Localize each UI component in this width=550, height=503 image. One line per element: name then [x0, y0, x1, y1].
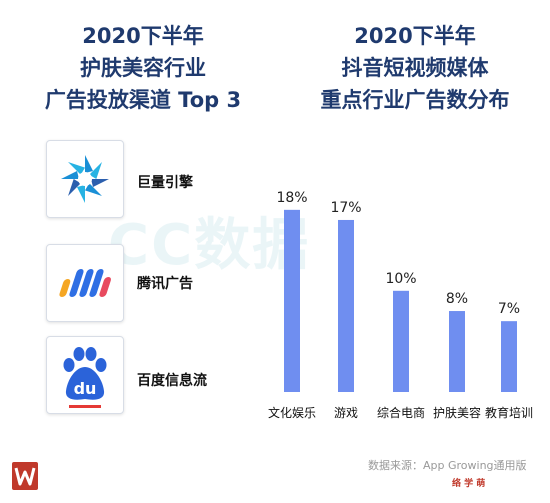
category-label-5: 教育培训 — [485, 405, 533, 420]
right-title-line-3: 重点行业广告数分布 — [320, 88, 510, 112]
category-label-4: 护肤美容 — [433, 405, 481, 420]
right-title-line-2: 抖音短视频媒体 — [341, 56, 489, 80]
data-label-4: 8% — [446, 291, 468, 307]
bar-chart: 18% 文化娱乐 17% 游戏 10% 综合电商 8% 护肤美容 7% 教育培训 — [268, 190, 533, 420]
category-label-1: 文化娱乐 — [268, 405, 316, 420]
left-title-line-3: 广告投放渠道 Top 3 — [44, 88, 242, 112]
svg-text:du: du — [74, 379, 97, 398]
channel-logo-box-3: du — [46, 336, 124, 414]
data-label-3: 10% — [385, 271, 416, 287]
data-label-5: 7% — [498, 301, 520, 317]
bar-5 — [501, 321, 517, 392]
brand-logo-icon — [12, 462, 38, 490]
right-title: 2020下半年 抖音短视频媒体 重点行业广告数分布 — [290, 20, 540, 116]
category-label-2: 游戏 — [334, 406, 358, 420]
channel-logo-box-2 — [46, 244, 124, 322]
left-title-line-2: 护肤美容行业 — [80, 56, 206, 80]
juliang-engine-logo-icon — [61, 155, 109, 203]
channel-name-2: 腾讯广告 — [137, 276, 193, 292]
category-label-3: 综合电商 — [377, 405, 425, 420]
right-title-line-1: 2020下半年 — [354, 24, 476, 48]
bar-3 — [393, 290, 409, 392]
data-label-2: 17% — [330, 200, 361, 216]
tencent-ads-logo-icon — [59, 269, 111, 297]
baidu-feed-logo-icon: du — [63, 347, 107, 408]
left-title-line-1: 2020下半年 — [82, 24, 204, 48]
left-title: 2020下半年 护肤美容行业 广告投放渠道 Top 3 — [18, 20, 268, 116]
source-note: 数据来源：App Growing通用版 — [368, 459, 527, 472]
bar-2 — [338, 219, 354, 392]
watermark: CC数据 — [108, 213, 311, 278]
footer-stamp: 络 学 萌 — [452, 479, 486, 489]
data-label-1: 18% — [276, 190, 307, 206]
channel-name-3: 百度信息流 — [137, 373, 207, 389]
bar-4 — [449, 311, 465, 392]
channel-logo-box-1 — [46, 140, 124, 218]
bar-1 — [284, 209, 300, 392]
channel-name-1: 巨量引擎 — [137, 175, 193, 191]
